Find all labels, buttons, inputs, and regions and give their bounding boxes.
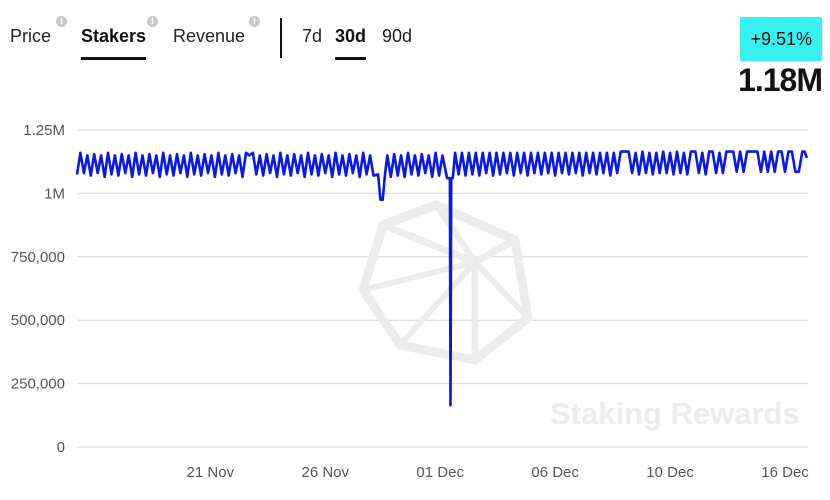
info-icon[interactable]: i <box>249 16 260 27</box>
tab-revenue[interactable]: Revenue <box>173 26 246 46</box>
polyhedron-logo-icon <box>358 200 533 365</box>
chart-tabs: Price i Stakers i Revenue i 7d 30d 90d <box>0 0 600 80</box>
stakers-series-line <box>75 150 809 407</box>
x-tick-label: 06 Dec <box>531 464 579 481</box>
x-tick-label: 16 Dec <box>761 464 809 481</box>
y-tick-label: 500,000 <box>11 312 65 329</box>
info-icon[interactable]: i <box>56 16 67 27</box>
y-tick-label: 1.25M <box>23 122 65 139</box>
x-axis: 21 Nov 26 Nov 01 Dec 06 Dec 10 Dec 16 Dec <box>187 464 810 481</box>
y-tick-label: 0 <box>57 439 65 456</box>
range-7d[interactable]: 7d <box>302 26 323 46</box>
info-icon[interactable]: i <box>147 16 158 27</box>
y-tick-label: 750,000 <box>11 249 65 266</box>
tab-divider <box>280 18 282 58</box>
range-30d[interactable]: 30d <box>335 26 367 60</box>
grid-lines <box>77 129 808 448</box>
change-badge: +9.51% <box>740 17 822 61</box>
current-value: 1.18M <box>738 62 823 98</box>
range-90d[interactable]: 90d <box>382 26 413 46</box>
x-tick-label: 21 Nov <box>187 464 235 481</box>
x-tick-label: 10 Dec <box>646 464 694 481</box>
x-tick-label: 01 Dec <box>416 464 464 481</box>
y-axis: 0 250,000 500,000 750,000 1M 1.25M <box>11 122 65 456</box>
y-tick-label: 250,000 <box>11 376 65 393</box>
tab-price[interactable]: Price <box>10 26 52 46</box>
x-tick-label: 26 Nov <box>301 464 349 481</box>
y-tick-label: 1M <box>44 185 65 202</box>
tab-stakers[interactable]: Stakers <box>81 26 147 60</box>
watermark-text: Staking Rewards <box>550 396 800 431</box>
